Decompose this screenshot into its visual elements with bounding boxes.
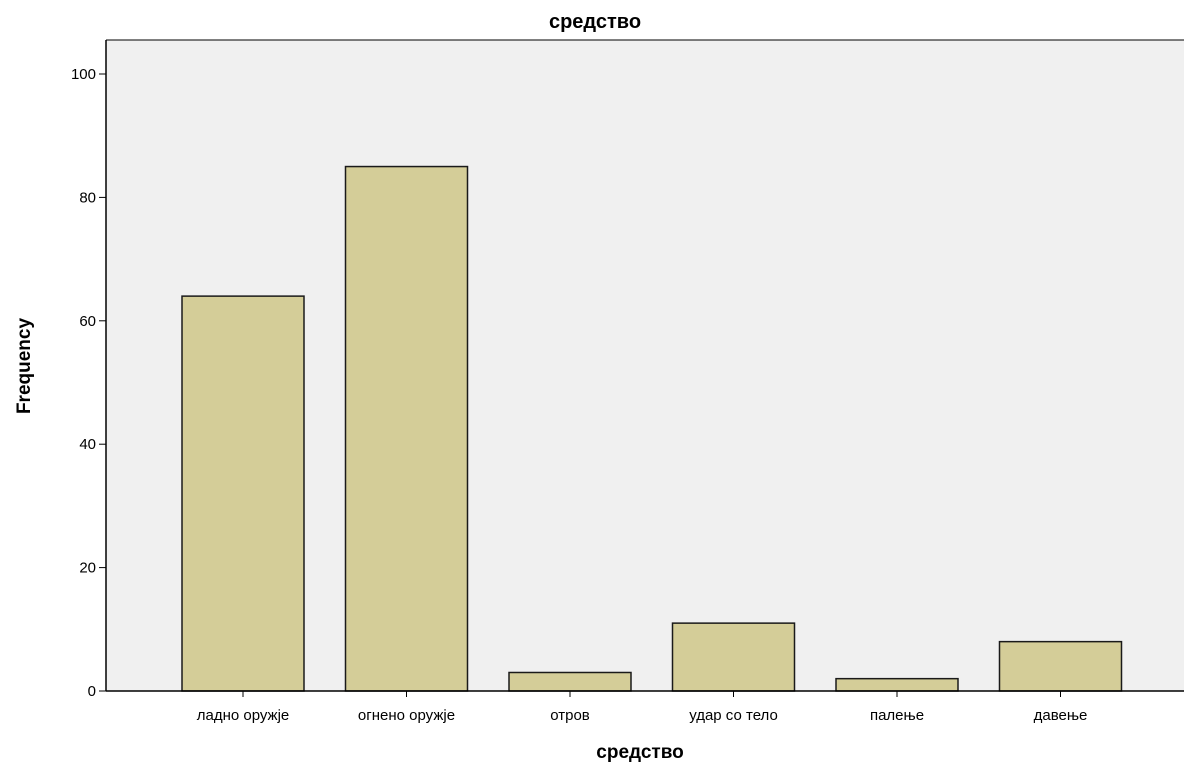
- y-tick-label-5: 100: [71, 66, 96, 83]
- bar-0: [181, 295, 305, 692]
- x-ticks-layer: ладно оружје огнено оружје отров удар со те…: [197, 691, 1088, 724]
- bar-2: [508, 671, 632, 692]
- y-axis-title: Frequency: [14, 318, 35, 415]
- y-tick-label-3: 60: [79, 313, 96, 330]
- bar-3: [671, 622, 796, 692]
- x-tick-label-3: удар со тело: [689, 707, 778, 724]
- x-tick-label-5: давење: [1034, 707, 1088, 724]
- bar-1: [344, 165, 469, 692]
- y-tick-label-2: 40: [79, 436, 96, 453]
- y-tick-label-4: 80: [79, 189, 96, 206]
- chart-title: средство: [549, 11, 641, 33]
- bars-layer: [181, 165, 1123, 692]
- x-tick-label-0: ладно оружје: [197, 707, 290, 724]
- y-tick-label-0: 0: [88, 683, 96, 700]
- y-tick-label-1: 20: [79, 560, 96, 577]
- x-tick-label-4: палење: [870, 707, 924, 724]
- bar-5: [998, 640, 1123, 692]
- bar-4: [835, 677, 959, 692]
- x-tick-label-1: огнено оружје: [358, 707, 455, 724]
- y-ticks-layer: 0 20 40 60 80 100: [71, 66, 106, 700]
- x-axis-title: средство: [596, 742, 683, 763]
- x-tick-label-2: отров: [550, 707, 590, 724]
